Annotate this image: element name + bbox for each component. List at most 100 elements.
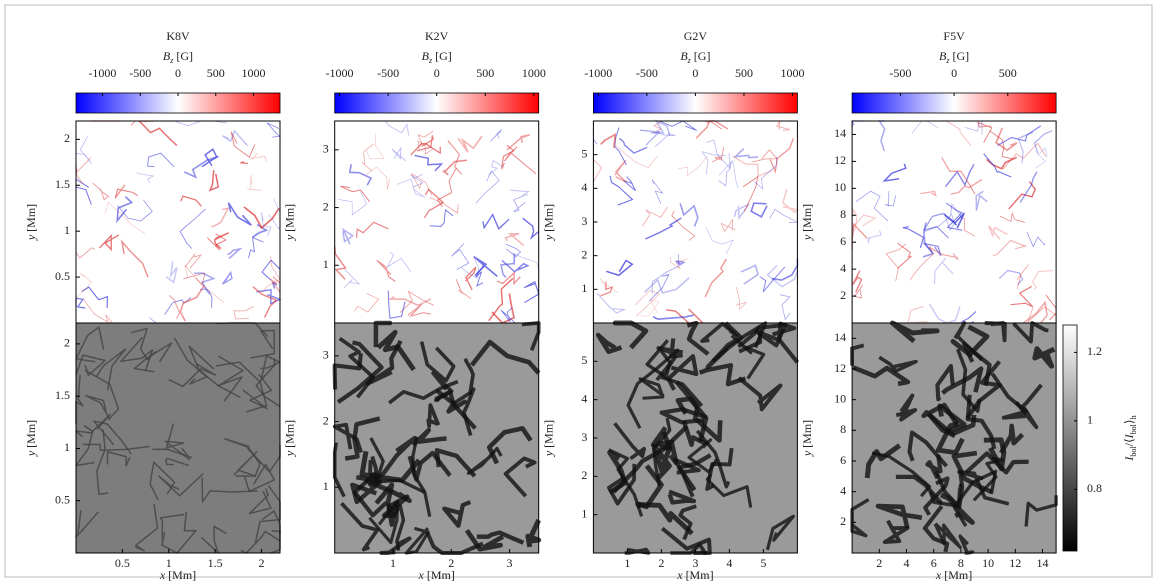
label-part: [Mm] [282, 420, 296, 451]
y-tick-label: 4 [840, 261, 846, 275]
label-part: [Mm] [800, 204, 814, 235]
colorbar [1063, 325, 1077, 551]
x-tick-label: 2 [658, 556, 664, 570]
y-axis-label: y [Mm] [24, 204, 38, 241]
colorbar-tick-label: 1 [1087, 413, 1093, 427]
y-tick-label: 12 [834, 361, 846, 375]
y-tick-label: 4 [581, 391, 587, 405]
y-axis-label: y [Mm] [282, 204, 296, 241]
colorbar-tick-label: 1000 [242, 66, 266, 80]
colorbar-tick-label: 0.8 [1087, 481, 1102, 495]
colorbar-label: Ibol/⟨Ibol⟩h [1122, 415, 1139, 461]
y-tick-label: 10 [834, 391, 846, 405]
x-tick-label: 2 [258, 556, 264, 570]
x-tick-label: 0.5 [115, 556, 130, 570]
x-axis-label: x [Mm] [418, 568, 455, 582]
x-tick-label: 1 [390, 556, 396, 570]
colorbar-label: Bz [G] [163, 49, 193, 66]
colorbar-tick-label: 1.2 [1087, 344, 1102, 358]
y-tick-label: 3 [581, 430, 587, 444]
colorbar-tick-label: 1000 [781, 66, 805, 80]
colorbar-tick-label: 0 [951, 66, 957, 80]
y-tick-label: 3 [323, 348, 329, 362]
colorbar-tick-label: 0 [434, 66, 440, 80]
label-part: [Mm] [424, 568, 455, 582]
panel-title: K2V [425, 29, 449, 43]
label-part: [Mm] [541, 204, 555, 235]
intensity-image [76, 323, 280, 553]
x-tick-label: 2 [876, 556, 882, 570]
y-tick-label: 2 [64, 131, 70, 145]
y-axis-label: y [Mm] [541, 204, 555, 241]
y-axis-label: y [Mm] [800, 204, 814, 241]
y-tick-label: 1.5 [55, 388, 70, 402]
y-axis-label: y [Mm] [282, 420, 296, 457]
colorbar-tick-label: -500 [889, 66, 911, 80]
colorbar-tick-label: -1000 [88, 66, 116, 80]
x-tick-label: 5 [760, 556, 766, 570]
y-tick-label: 0.5 [55, 492, 70, 506]
colorbar-tick-label: 1000 [522, 66, 546, 80]
label-part: [G] [691, 49, 711, 63]
colorbar-tick-label: 0 [175, 66, 181, 80]
label-part: [Mm] [683, 568, 714, 582]
panel-title: G2V [684, 29, 708, 43]
y-tick-label: 4 [581, 180, 587, 194]
x-tick-label: 12 [1009, 556, 1021, 570]
colorbar-tick-label: -1000 [584, 66, 612, 80]
colorbar-label: Bz [G] [422, 49, 452, 66]
panel-title: F5V [943, 29, 965, 43]
texture [625, 549, 649, 553]
y-tick-label: 12 [834, 153, 846, 167]
panel-title: K8V [166, 29, 190, 43]
y-tick-label: 1 [323, 257, 329, 271]
y-tick-label: 1 [581, 281, 587, 295]
x-tick-label: 14 [1037, 556, 1049, 570]
x-axis-label: x [Mm] [159, 568, 196, 582]
label-part: [Mm] [24, 420, 38, 451]
y-tick-label: 2 [581, 247, 587, 261]
colorbar-tick-label: 500 [207, 66, 225, 80]
x-axis-label: x [Mm] [935, 568, 972, 582]
x-tick-label: 1 [624, 556, 630, 570]
y-tick-label: 1 [64, 223, 70, 237]
y-tick-label: 6 [840, 234, 846, 248]
y-tick-label: 5 [581, 146, 587, 160]
x-tick-label: 3 [507, 556, 513, 570]
label-part: /⟨ [1122, 438, 1136, 446]
label-part: [Mm] [282, 204, 296, 235]
label-part: [Mm] [541, 420, 555, 451]
x-tick-label: 1.5 [208, 556, 223, 570]
y-tick-label: 14 [834, 330, 846, 344]
colorbar-tick-label: 500 [735, 66, 753, 80]
y-tick-label: 2 [581, 468, 587, 482]
y-tick-label: 2 [840, 514, 846, 528]
y-tick-label: 2 [323, 413, 329, 427]
colorbar-tick-label: 0 [692, 66, 698, 80]
y-tick-label: 3 [581, 214, 587, 228]
x-axis-label: x [Mm] [676, 568, 713, 582]
label-part: [Mm] [800, 420, 814, 451]
y-tick-label: 4 [840, 483, 846, 497]
y-tick-label: 8 [840, 422, 846, 436]
y-tick-label: 6 [840, 453, 846, 467]
y-axis-label: y [Mm] [800, 420, 814, 457]
y-tick-label: 2 [323, 199, 329, 213]
colorbar-tick-label: -500 [377, 66, 399, 80]
y-tick-label: 10 [834, 180, 846, 194]
colorbar-tick-label: 500 [999, 66, 1017, 80]
label-part: [Mm] [941, 568, 972, 582]
label-part: h [1129, 415, 1138, 419]
y-tick-label: 1.5 [55, 177, 70, 191]
y-tick-label: 1 [64, 440, 70, 454]
y-tick-label: 14 [834, 126, 846, 140]
label-part: [Mm] [24, 204, 38, 235]
x-tick-label: 10 [982, 556, 994, 570]
x-tick-label: 4 [726, 556, 732, 570]
label-part: [Mm] [165, 568, 196, 582]
colorbar-label: Bz [G] [680, 49, 710, 66]
y-tick-label: 0.5 [55, 269, 70, 283]
y-axis-label: y [Mm] [541, 420, 555, 457]
y-tick-label: 3 [323, 142, 329, 156]
